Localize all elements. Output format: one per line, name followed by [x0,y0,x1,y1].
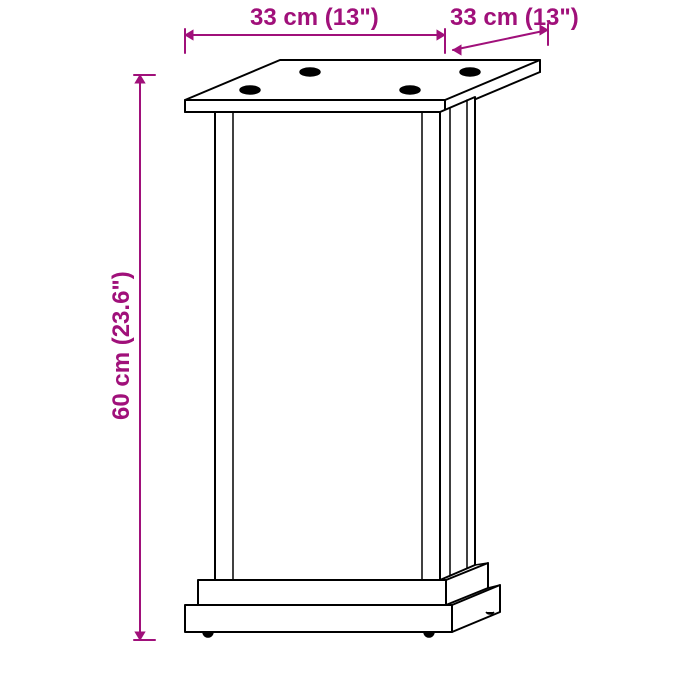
diagram-canvas: 33 cm (13") 33 cm (13") 60 cm (23.6") [0,0,700,700]
depth-label: 33 cm (13") [450,4,579,32]
drawing-svg [0,0,700,700]
width-label: 33 cm (13") [250,4,379,32]
height-label: 60 cm (23.6") [108,271,136,420]
